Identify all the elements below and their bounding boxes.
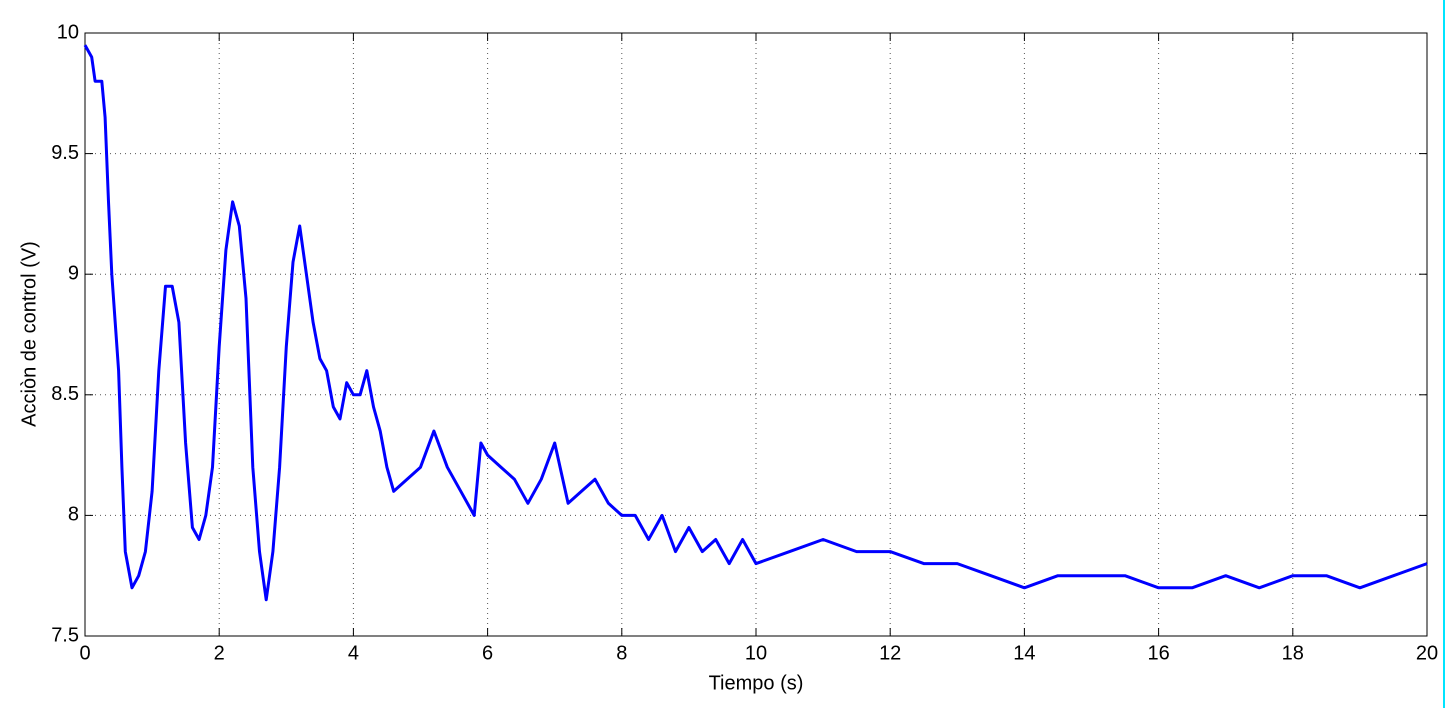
y-tick-label: 8.5 xyxy=(51,383,79,405)
x-tick-label: 4 xyxy=(348,642,359,664)
plot-frame xyxy=(84,32,1428,637)
y-tick-label: 7.5 xyxy=(51,624,79,646)
data-line xyxy=(83,44,1428,602)
x-tick-label: 2 xyxy=(214,642,225,664)
x-tick-label: 0 xyxy=(79,642,90,664)
y-tick-label: 9.5 xyxy=(51,142,79,164)
x-tick-label: 6 xyxy=(482,642,493,664)
x-tick-label: 18 xyxy=(1282,642,1304,664)
x-axis-label: Tiempo (s) xyxy=(709,672,804,694)
y-tick-label: 9 xyxy=(68,262,79,284)
y-tick-label: 10 xyxy=(57,21,79,43)
y-tick-label: 8 xyxy=(68,504,79,526)
x-tick-label: 10 xyxy=(745,642,767,664)
y-axis-label: Acciòn de control (V) xyxy=(18,241,40,427)
x-tick-label: 14 xyxy=(1013,642,1035,664)
x-tick-label: 20 xyxy=(1416,642,1438,664)
x-tick-label: 12 xyxy=(879,642,901,664)
x-tick-label: 16 xyxy=(1147,642,1169,664)
x-tick-label: 8 xyxy=(616,642,627,664)
